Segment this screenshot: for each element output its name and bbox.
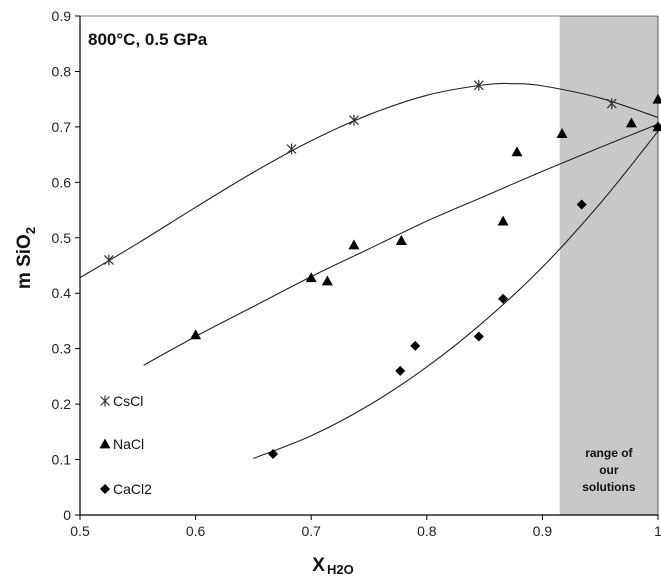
y-tick-label: 0 [63, 507, 71, 523]
x-tick-label: 1 [654, 523, 661, 539]
marker-cacl2 [395, 365, 406, 376]
marker-nacl [190, 329, 202, 340]
region-label-line-3: solutions [582, 480, 636, 494]
axes [75, 15, 659, 520]
marker-nacl [556, 128, 568, 138]
region-label-line-2: our [599, 463, 619, 477]
marker-nacl [511, 146, 523, 157]
shaded-region [559, 16, 658, 515]
legend-label-cacl2: CaCl2 [113, 481, 152, 497]
marker-cacl2 [410, 340, 421, 351]
x-tick-label: 0.9 [533, 523, 553, 539]
marker-nacl [395, 235, 407, 245]
legend-label-nacl: NaCl [113, 436, 144, 452]
data-markers [103, 79, 661, 460]
y-tick-label: 0.9 [52, 8, 72, 24]
y-tick-label: 0.5 [52, 230, 72, 246]
y-tick-label: 0.1 [52, 452, 72, 468]
x-tick-label: 0.7 [301, 523, 321, 539]
legend-symbol-cacl2 [100, 484, 110, 494]
marker-cacl2 [268, 449, 279, 460]
tick-labels: 0.5 0.6 0.7 0.8 0.9 1 0 0.1 0.2 0.3 0.4 0.5 0.6 0.7 0.… [52, 8, 661, 539]
marker-cscl [286, 143, 297, 155]
y-tick-label: 0.7 [52, 119, 72, 135]
x-tick-label: 0.8 [417, 523, 437, 539]
y-tick-label: 0.4 [52, 285, 72, 301]
fit-curve-cscl [79, 82, 659, 279]
y-tick-label: 0.8 [52, 63, 72, 79]
marker-cscl [103, 254, 114, 266]
marker-cacl2 [576, 199, 587, 210]
condition-annotation: 800°C, 0.5 GPa [88, 30, 208, 49]
fit-curves [79, 82, 659, 459]
fit-curve-nacl [143, 123, 659, 366]
marker-cscl [473, 79, 484, 91]
marker-cacl2 [473, 331, 484, 342]
legend-symbol-nacl [99, 438, 111, 449]
marker-cscl [606, 98, 617, 110]
region-label-line-1: range of [585, 446, 633, 460]
y-tick-label: 0.3 [52, 341, 72, 357]
y-axis-title: m SiO2 [14, 227, 38, 289]
legend-label-cscl: CsCl [113, 393, 143, 409]
y-tick-label: 0.6 [52, 174, 72, 190]
x-tick-label: 0.6 [186, 523, 206, 539]
marker-cacl2 [498, 293, 509, 304]
marker-cscl [349, 114, 359, 126]
y-tick-label: 0.2 [52, 396, 72, 412]
fit-curve-cacl2 [253, 130, 659, 459]
legend-marker [100, 395, 110, 407]
marker-nacl [497, 215, 509, 226]
legend-marker [99, 438, 111, 449]
marker-nacl [321, 275, 333, 286]
marker-cacl2 [653, 121, 661, 132]
marker-nacl [348, 239, 360, 250]
x-tick-label: 0.5 [70, 523, 90, 539]
x-axis-title: X H2O [312, 555, 353, 577]
marker-nacl [652, 93, 661, 104]
legend-symbol-cscl [100, 395, 110, 407]
region-label: range of our solutions [582, 446, 636, 494]
legend: CsCl NaCl CaCl2 [99, 393, 152, 497]
marker-nacl [305, 272, 317, 283]
marker-nacl [625, 117, 637, 128]
legend-marker [100, 484, 110, 494]
